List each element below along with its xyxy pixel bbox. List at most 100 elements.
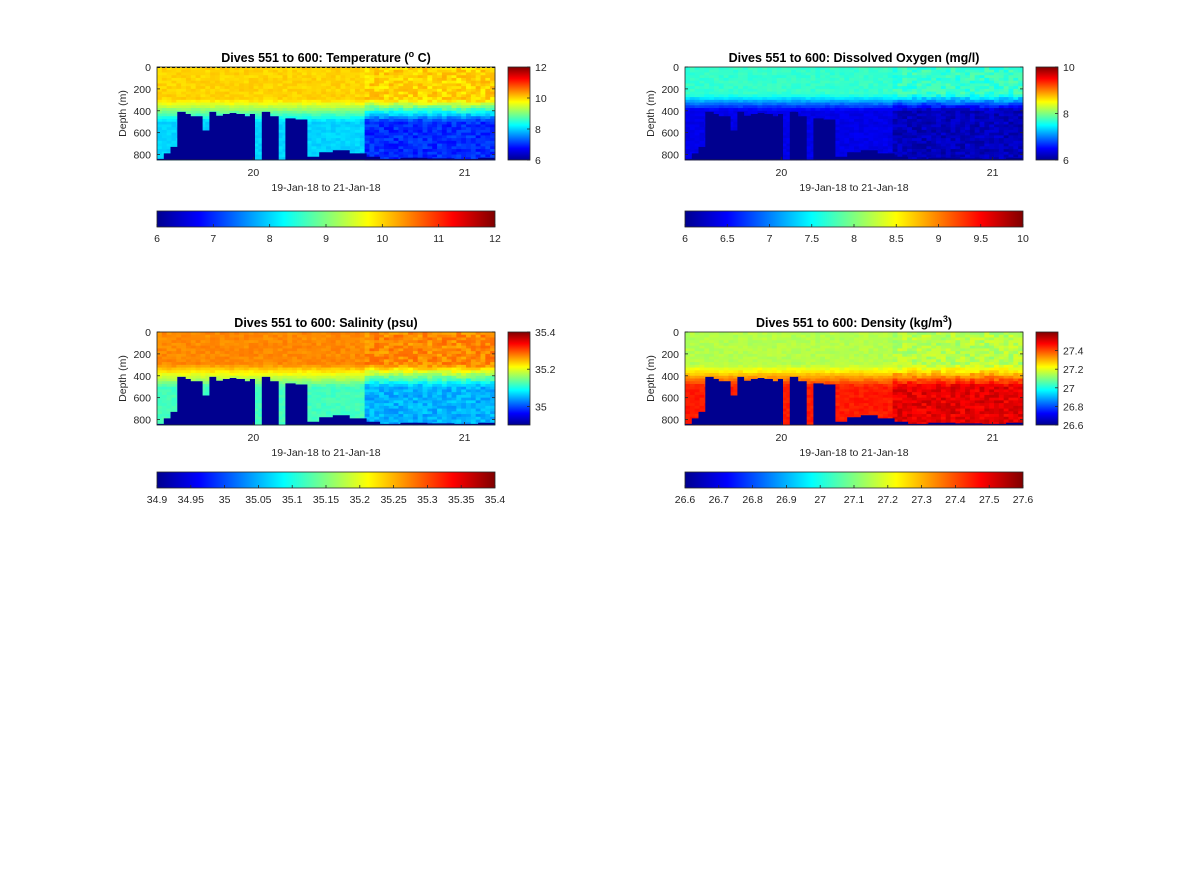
heatmap-cell bbox=[340, 127, 345, 130]
heatmap-cell bbox=[466, 119, 471, 122]
heatmap-cell bbox=[849, 124, 854, 127]
heatmap-cell bbox=[466, 108, 471, 111]
heatmap-cell bbox=[360, 75, 365, 78]
heatmap-cell bbox=[485, 70, 490, 73]
heatmap-cell bbox=[975, 78, 980, 81]
heatmap-cell bbox=[239, 108, 244, 111]
heatmap-cell bbox=[258, 83, 263, 86]
heatmap-cell bbox=[345, 119, 350, 122]
heatmap-cell bbox=[452, 144, 457, 147]
heatmap-cell bbox=[791, 75, 796, 78]
heatmap-cell bbox=[733, 83, 738, 86]
heatmap-cell bbox=[307, 100, 312, 103]
heatmap-cell bbox=[234, 108, 239, 111]
heatmap-cell bbox=[452, 133, 457, 136]
heatmap-cell bbox=[379, 72, 384, 75]
heatmap-cell bbox=[200, 108, 205, 111]
heatmap-cell bbox=[946, 111, 951, 114]
heatmap-cell bbox=[157, 348, 162, 351]
heatmap-cell bbox=[748, 108, 753, 111]
heatmap-cell bbox=[704, 97, 709, 100]
heatmap-cell bbox=[427, 130, 432, 133]
x-tick-label: 20 bbox=[775, 167, 787, 179]
heatmap-cell bbox=[171, 340, 176, 343]
heatmap-cell bbox=[893, 89, 898, 92]
heatmap-cell bbox=[418, 105, 423, 108]
heatmap-cell bbox=[423, 111, 428, 114]
heatmap-cell bbox=[878, 127, 883, 130]
heatmap-cell bbox=[897, 94, 902, 97]
heatmap-cell bbox=[854, 70, 859, 73]
heatmap-cell bbox=[162, 403, 167, 406]
heatmap-cell bbox=[917, 75, 922, 78]
heatmap-cell bbox=[989, 78, 994, 81]
heatmap-cell bbox=[757, 105, 762, 108]
heatmap-cell bbox=[907, 108, 912, 111]
heatmap-cell bbox=[902, 114, 907, 117]
heatmap-cell bbox=[815, 92, 820, 95]
heatmap-cell bbox=[432, 146, 437, 149]
heatmap-cell bbox=[840, 138, 845, 141]
heatmap-cell bbox=[960, 141, 965, 144]
heatmap-cell bbox=[1004, 149, 1009, 152]
heatmap-cell bbox=[461, 124, 466, 127]
heatmap-cell bbox=[157, 100, 162, 103]
heatmap-cell bbox=[239, 111, 244, 114]
heatmap-cell bbox=[1013, 92, 1018, 95]
heatmap-cell bbox=[418, 100, 423, 103]
heatmap-cell bbox=[844, 122, 849, 125]
heatmap-cell bbox=[254, 100, 259, 103]
heatmap-cell bbox=[917, 152, 922, 155]
heatmap-cell bbox=[897, 138, 902, 141]
heatmap-cell bbox=[999, 141, 1004, 144]
heatmap-cell bbox=[181, 78, 186, 81]
heatmap-cell bbox=[820, 105, 825, 108]
heatmap-cell bbox=[907, 67, 912, 70]
heatmap-cell bbox=[456, 127, 461, 130]
heatmap-cell bbox=[820, 83, 825, 86]
heatmap-cell bbox=[999, 105, 1004, 108]
heatmap-cell bbox=[941, 122, 946, 125]
heatmap-cell bbox=[1009, 67, 1014, 70]
heatmap-cell bbox=[980, 103, 985, 106]
heatmap-cell bbox=[312, 75, 317, 78]
heatmap-cell bbox=[171, 138, 176, 141]
heatmap-cell bbox=[772, 100, 777, 103]
heatmap-cell bbox=[975, 116, 980, 119]
heatmap-cell bbox=[926, 127, 931, 130]
heatmap-cell bbox=[941, 72, 946, 75]
heatmap-cell bbox=[336, 86, 341, 89]
heatmap-cell bbox=[1013, 146, 1018, 149]
heatmap-cell bbox=[326, 105, 331, 108]
heatmap-cell bbox=[408, 94, 413, 97]
heatmap-cell bbox=[743, 103, 748, 106]
heatmap-cell bbox=[307, 108, 312, 111]
heatmap-cell bbox=[403, 114, 408, 117]
heatmap-cell bbox=[312, 122, 317, 125]
heatmap-cell bbox=[331, 89, 336, 92]
heatmap-cell bbox=[748, 78, 753, 81]
heatmap-cell bbox=[316, 122, 321, 125]
heatmap-cell bbox=[321, 130, 326, 133]
heatmap-cell bbox=[171, 387, 176, 390]
heatmap-cell bbox=[437, 111, 442, 114]
heatmap-cell bbox=[229, 89, 234, 92]
heatmap-cell bbox=[427, 81, 432, 84]
heatmap-cell bbox=[229, 86, 234, 89]
heatmap-cell bbox=[273, 111, 278, 114]
heatmap-cell bbox=[922, 103, 927, 106]
heatmap-cell bbox=[336, 127, 341, 130]
heatmap-cell bbox=[312, 89, 317, 92]
heatmap-cell bbox=[466, 130, 471, 133]
heatmap-cell bbox=[868, 138, 873, 141]
heatmap-cell bbox=[350, 97, 355, 100]
heatmap-cell bbox=[302, 94, 307, 97]
heatmap-cell bbox=[389, 105, 394, 108]
heatmap-cell bbox=[176, 78, 181, 81]
heatmap-cell bbox=[345, 116, 350, 119]
heatmap-cell bbox=[157, 376, 162, 379]
heatmap-cell bbox=[917, 89, 922, 92]
heatmap-cell bbox=[162, 100, 167, 103]
heatmap-cell bbox=[936, 94, 941, 97]
heatmap-cell bbox=[268, 86, 273, 89]
